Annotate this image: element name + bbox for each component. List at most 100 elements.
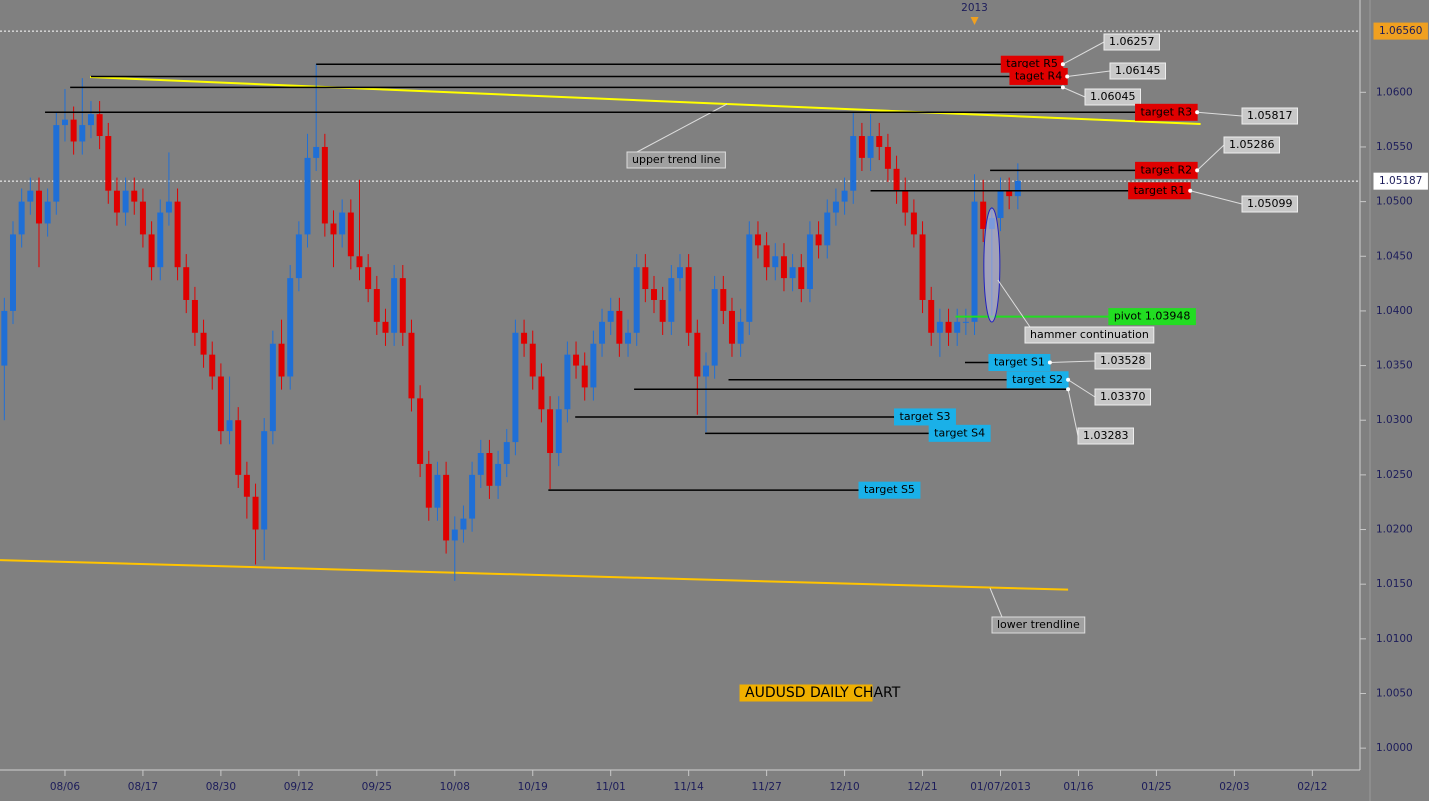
candle-body: [235, 420, 242, 475]
candle-body: [96, 114, 103, 137]
candle-body: [754, 234, 761, 246]
price-anchor: [1065, 74, 1070, 79]
candle-body: [971, 201, 978, 322]
price-connector: [1067, 70, 1111, 77]
price-connector: [1196, 144, 1225, 171]
candle-body: [356, 256, 363, 268]
trendline-label: [626, 151, 726, 169]
level-tag-text: target S2: [1012, 373, 1063, 386]
candle-body: [633, 267, 640, 333]
level-tag-text: target R3: [1141, 105, 1193, 118]
x-tick-label: 01/25: [1141, 781, 1171, 793]
candle-body: [936, 321, 943, 333]
period-label: 2013: [961, 2, 988, 14]
candle-body: [443, 474, 450, 541]
level-tag: [858, 481, 921, 499]
y-tick-label: 1.0500: [1376, 196, 1413, 208]
candle-body: [798, 267, 805, 290]
x-tick-label: 11/14: [674, 781, 705, 793]
candle-body: [486, 453, 493, 486]
candle-body: [772, 256, 779, 268]
price-box: [1103, 33, 1160, 51]
candle-body: [44, 201, 51, 224]
candle-body: [625, 332, 632, 344]
period-marker: [970, 17, 979, 25]
candle-body: [841, 190, 848, 202]
candle-body: [1006, 190, 1013, 197]
candle-body: [919, 234, 926, 300]
candle-body: [495, 463, 502, 486]
candle-body: [347, 212, 354, 257]
candle-body: [113, 190, 120, 213]
candle-body: [477, 453, 484, 475]
title-box: [739, 684, 873, 702]
x-tick-label: 02/03: [1219, 781, 1249, 793]
candle-body: [789, 267, 796, 279]
candle-body: [728, 310, 735, 344]
candle-body: [538, 376, 545, 410]
trendline-connector: [989, 587, 1003, 618]
candle-body: [122, 190, 129, 213]
price-box-text: 1.05286: [1229, 138, 1275, 151]
candle-body: [824, 212, 831, 246]
price-box: [1094, 388, 1151, 406]
y-tick-label: 1.0400: [1376, 305, 1413, 317]
candle-body: [607, 310, 614, 322]
candle-body: [850, 136, 857, 191]
candle-body: [408, 332, 415, 399]
candle-body: [685, 267, 692, 333]
candle-body: [945, 321, 952, 333]
candle-body: [382, 321, 389, 333]
x-tick-label: 01/16: [1063, 781, 1094, 793]
x-tick-label: 10/08: [440, 781, 470, 793]
current-price-box: [1373, 172, 1428, 190]
candle-body: [547, 409, 554, 454]
candle-body: [217, 376, 224, 432]
x-tick-label: 11/27: [751, 781, 781, 793]
y-tick-label: 1.0150: [1376, 578, 1413, 590]
level-tag: [1108, 308, 1196, 326]
hammer-ellipse: [983, 207, 1001, 323]
candle-body: [997, 190, 1004, 219]
level-tag: [894, 408, 956, 426]
candle-body: [702, 365, 709, 377]
candle-body: [269, 343, 276, 432]
candle-body: [1, 310, 8, 366]
level-tag-text: target S5: [864, 483, 915, 496]
x-tick-label: 09/25: [362, 781, 392, 793]
price-box-text: 1.06257: [1109, 35, 1155, 48]
candle-body: [105, 136, 112, 191]
candle-body: [35, 190, 42, 224]
price-box: [1241, 107, 1298, 125]
candle-body: [148, 234, 155, 268]
candle-body: [131, 190, 138, 202]
x-tick-label: 08/06: [50, 781, 81, 793]
price-anchor: [1060, 62, 1065, 67]
x-tick-label: 09/12: [284, 781, 314, 793]
price-box: [1223, 136, 1280, 154]
candle-body: [174, 201, 181, 268]
price-box-text: 1.05099: [1247, 197, 1293, 210]
price-connector: [1062, 41, 1105, 65]
candle-body: [18, 201, 25, 235]
candle-body: [659, 299, 666, 322]
candle-body: [902, 190, 909, 213]
price-box: [1094, 352, 1151, 370]
candle-body: [677, 267, 683, 279]
price-box: [1241, 195, 1298, 213]
current-price-box-text: 1.05187: [1379, 175, 1422, 187]
candle-body: [9, 234, 16, 311]
candle-body: [339, 212, 346, 235]
candle-body: [330, 223, 337, 235]
candle-body: [165, 201, 172, 213]
candle-body: [573, 354, 580, 366]
candle-body: [434, 474, 441, 508]
price-box-text: 1.06145: [1115, 64, 1161, 77]
candle-body: [399, 278, 406, 333]
candle-body: [521, 332, 528, 344]
price-box: [1109, 62, 1166, 80]
y-tick-label: 1.0600: [1376, 86, 1413, 98]
x-tick-label: 10/19: [518, 781, 548, 793]
candle-body: [867, 136, 874, 158]
